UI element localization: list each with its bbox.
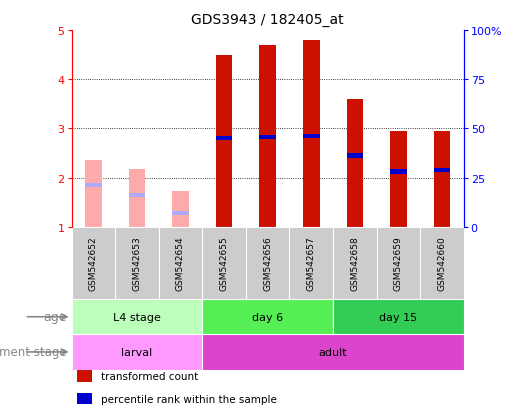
Bar xyxy=(434,131,450,227)
Bar xyxy=(259,46,276,227)
Bar xyxy=(72,335,202,370)
Text: development stage: development stage xyxy=(0,346,66,358)
Text: GSM542653: GSM542653 xyxy=(132,236,142,291)
Bar xyxy=(172,192,189,227)
Bar xyxy=(85,183,102,188)
Text: GSM542654: GSM542654 xyxy=(176,236,185,290)
Bar xyxy=(216,137,232,141)
Text: GSM542660: GSM542660 xyxy=(437,236,446,291)
Bar xyxy=(303,41,320,227)
Bar xyxy=(434,169,450,173)
Text: GSM542655: GSM542655 xyxy=(219,236,228,291)
Text: GSM542656: GSM542656 xyxy=(263,236,272,291)
Bar xyxy=(390,170,407,174)
Text: adult: adult xyxy=(319,347,347,357)
Text: GSM542657: GSM542657 xyxy=(307,236,316,291)
Bar xyxy=(202,335,464,370)
Text: percentile rank within the sample: percentile rank within the sample xyxy=(101,394,277,404)
Bar xyxy=(172,211,189,216)
Text: transformed count: transformed count xyxy=(101,371,198,381)
Bar xyxy=(216,55,232,227)
Text: GSM542652: GSM542652 xyxy=(89,236,98,290)
Text: L4 stage: L4 stage xyxy=(113,312,161,322)
Text: larval: larval xyxy=(121,347,153,357)
Text: age: age xyxy=(43,311,66,323)
Bar xyxy=(303,134,320,139)
Bar xyxy=(129,193,145,197)
Bar xyxy=(129,169,145,227)
Bar xyxy=(333,299,464,335)
Bar xyxy=(347,154,363,158)
Bar xyxy=(347,100,363,227)
Text: GSM542658: GSM542658 xyxy=(350,236,359,291)
Text: day 15: day 15 xyxy=(379,312,418,322)
Text: day 6: day 6 xyxy=(252,312,283,322)
Bar xyxy=(202,299,333,335)
Bar xyxy=(72,299,202,335)
Text: GSM542659: GSM542659 xyxy=(394,236,403,291)
Bar xyxy=(85,161,102,227)
Bar xyxy=(390,131,407,227)
Title: GDS3943 / 182405_at: GDS3943 / 182405_at xyxy=(191,13,344,27)
Bar xyxy=(259,136,276,140)
